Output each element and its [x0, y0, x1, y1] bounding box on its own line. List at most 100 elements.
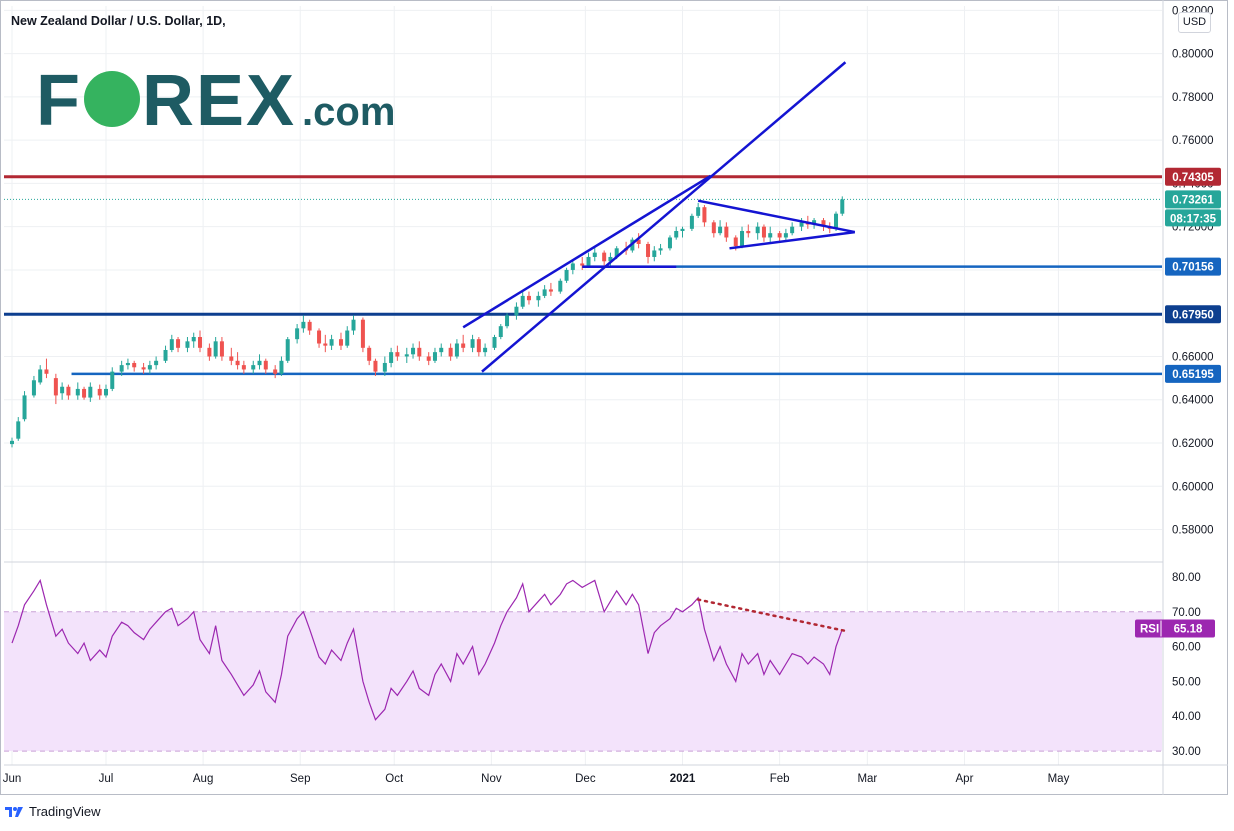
candle-body — [44, 369, 49, 374]
price-tick-label: 0.60000 — [1172, 481, 1214, 493]
candle-body — [323, 343, 328, 346]
channel-upper — [462, 174, 712, 329]
candle-body — [777, 233, 782, 238]
price-tick-label: 0.80000 — [1172, 49, 1214, 61]
candle-body — [351, 319, 356, 331]
candle-body — [307, 321, 312, 331]
forex-logo: F REX .com — [36, 60, 395, 142]
candle-body — [97, 388, 102, 396]
price-tick-label: 0.76000 — [1172, 135, 1214, 147]
triangle-top — [697, 199, 856, 234]
candle-body — [702, 207, 707, 223]
candle-body — [241, 365, 246, 370]
candle-body — [88, 386, 93, 398]
logo-o-icon — [83, 71, 140, 127]
candle-body — [454, 343, 459, 357]
rsi-tick-label: 50.00 — [1172, 676, 1201, 688]
candle-body — [652, 250, 657, 257]
footer-brand-label: TradingView — [29, 804, 101, 819]
candle-body — [110, 371, 115, 389]
footer-brand[interactable]: TradingView — [4, 804, 101, 819]
candle-body — [66, 386, 71, 396]
candle-body — [417, 347, 422, 357]
candle-body — [345, 330, 350, 346]
candle-body — [483, 347, 488, 353]
candle-body — [602, 252, 607, 262]
candle-body — [439, 347, 444, 353]
candle-body — [163, 349, 168, 361]
time-tick-label: Oct — [385, 773, 404, 785]
time-tick-label: Sep — [290, 773, 310, 785]
candle-body — [526, 295, 531, 301]
candle-body — [812, 220, 817, 225]
candle-body — [147, 365, 152, 370]
time-tick-label: Nov — [481, 773, 502, 785]
candle-body — [667, 237, 672, 249]
candles — [10, 196, 845, 448]
candle-body — [696, 207, 701, 216]
candle-body — [680, 228, 685, 231]
candle-body — [103, 388, 108, 396]
candle-body — [360, 319, 365, 348]
candle-body — [75, 388, 80, 396]
price-tick-label: 0.82000 — [1172, 5, 1214, 17]
candle-body — [229, 356, 234, 361]
candle-body — [505, 315, 510, 327]
candle-body — [733, 237, 738, 247]
candle-body — [426, 356, 431, 361]
rsi-divergence-line — [696, 598, 847, 633]
candle-body — [492, 337, 497, 348]
candle-body — [768, 233, 773, 238]
time-tick-label: Jul — [99, 773, 114, 785]
currency-button[interactable]: USD — [1178, 12, 1211, 33]
candle-body — [132, 362, 137, 368]
candle-body — [285, 339, 290, 361]
candle-body — [548, 289, 553, 292]
logo-dotcom: .com — [302, 90, 396, 134]
candle-body — [790, 226, 795, 234]
candle-body — [38, 369, 43, 383]
candle-body — [834, 213, 839, 229]
last-price-badge — [1165, 190, 1221, 209]
chart-frame — [0, 0, 1228, 795]
candle-body — [22, 395, 27, 420]
price-tick-label: 0.78000 — [1172, 92, 1214, 104]
candle-body — [608, 256, 613, 262]
candle-body — [10, 440, 14, 445]
trendlines — [462, 61, 856, 373]
candle-body — [840, 199, 845, 214]
candle-body — [592, 252, 597, 257]
candle-body — [636, 239, 641, 244]
candle-body — [263, 360, 268, 370]
axes: 0.580000.600000.620000.640000.660000.680… — [3, 0, 1228, 795]
candle-body — [689, 215, 694, 229]
candle-body — [783, 233, 788, 238]
candle-body — [658, 248, 663, 251]
rsi-tick-label: 60.00 — [1172, 642, 1201, 654]
countdown-badge — [1165, 209, 1221, 227]
candle-body — [235, 360, 240, 366]
candle-body — [373, 360, 378, 372]
level-065195-badge — [1165, 364, 1221, 383]
triangle-bottom — [729, 230, 855, 250]
candle-body — [542, 289, 547, 296]
candle-body — [257, 360, 262, 366]
candle-body — [169, 339, 174, 350]
candle-body — [382, 362, 387, 372]
candle-body — [279, 360, 284, 374]
countdown-label: 08:17:35 — [1170, 213, 1217, 225]
candle-body — [564, 269, 569, 281]
candle-body — [821, 220, 826, 227]
rsi-tick-label: 70.00 — [1172, 607, 1201, 619]
candle-body — [514, 306, 519, 316]
candle-body — [536, 295, 541, 301]
candle-body — [614, 248, 619, 257]
candle-body — [141, 367, 146, 370]
candle-body — [301, 321, 306, 329]
level-067950-badge-label: 0.67950 — [1172, 309, 1214, 321]
level-070156-badge-label: 0.70156 — [1172, 262, 1214, 274]
logo-letters-rex: REX — [141, 61, 297, 141]
candle-body — [185, 341, 190, 348]
candle-body — [125, 362, 130, 366]
